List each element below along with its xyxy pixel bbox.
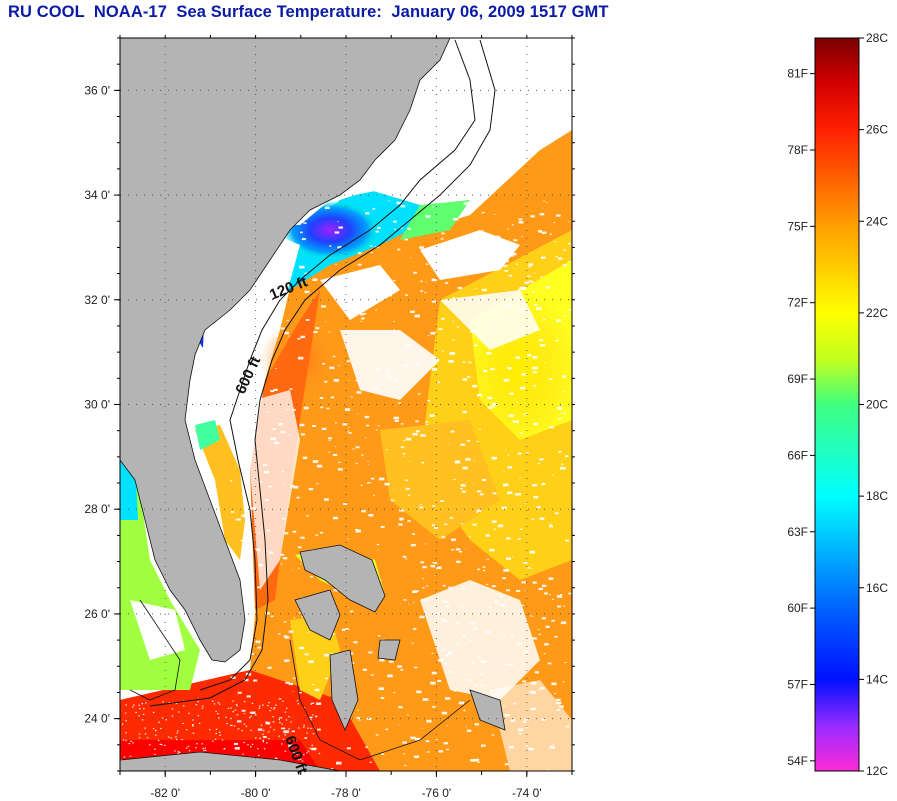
fahrenheit-label: 63F — [787, 525, 808, 539]
contour-120ft — [199, 39, 476, 691]
land-island-b — [469, 689, 506, 731]
lon-tick-label: -76 0' — [422, 786, 452, 800]
lat-tick-label: 26 0' — [84, 607, 110, 621]
fahrenheit-label: 54F — [787, 754, 808, 768]
celsius-label: 18C — [866, 489, 888, 503]
page-title: RU COOL NOAA-17 Sea Surface Temperature:… — [8, 3, 609, 21]
contour-600ft — [149, 39, 496, 707]
lat-tick-label: 32 0' — [84, 293, 110, 307]
celsius-label: 20C — [866, 398, 888, 412]
fahrenheit-label: 57F — [787, 677, 808, 691]
colorbar-labels: 28C 26C 24C 22C 20C 18C 16C 14C 12C 81F 78F 75F 72F 6… — [787, 31, 888, 778]
fahrenheit-label: 78F — [787, 143, 808, 157]
celsius-label: 28C — [866, 31, 888, 45]
celsius-label: 14C — [866, 672, 888, 686]
lat-tick-label: 36 0' — [84, 83, 110, 97]
lat-tick-label: 30 0' — [84, 398, 110, 412]
lat-tick-label: 24 0' — [84, 712, 110, 726]
land-cuba — [120, 751, 341, 771]
fahrenheit-label: 66F — [787, 448, 808, 462]
fahrenheit-label: 60F — [787, 601, 808, 615]
map-grid — [120, 38, 572, 771]
fahrenheit-label: 81F — [787, 67, 808, 81]
colorbar — [814, 37, 860, 772]
lon-tick-label: -80 0' — [241, 786, 271, 800]
celsius-label: 26C — [866, 123, 888, 137]
fahrenheit-label: 69F — [787, 372, 808, 386]
celsius-label: 24C — [866, 214, 888, 228]
lon-tick-label: -78 0' — [331, 786, 361, 800]
lat-tick-label: 34 0' — [84, 188, 110, 202]
celsius-label: 16C — [866, 581, 888, 595]
fahrenheit-label: 72F — [787, 296, 808, 310]
lon-tick-label: -74 0' — [512, 786, 542, 800]
lon-tick-label: -82 0' — [150, 786, 180, 800]
land-bahamas-north — [299, 544, 386, 613]
land-mainland — [120, 38, 451, 663]
celsius-label: 22C — [866, 306, 888, 320]
map-ticks: 24 0' 26 0' 28 0' 30 0' 32 0' 34 0' 36 0' -82 0… — [84, 35, 575, 800]
sst-field — [120, 38, 572, 771]
land-exuma — [329, 649, 359, 732]
fahrenheit-label: 75F — [787, 219, 808, 233]
land-island-a — [377, 639, 401, 661]
celsius-label: 12C — [866, 764, 888, 778]
lat-tick-label: 28 0' — [84, 502, 110, 516]
land-andros — [294, 589, 341, 641]
